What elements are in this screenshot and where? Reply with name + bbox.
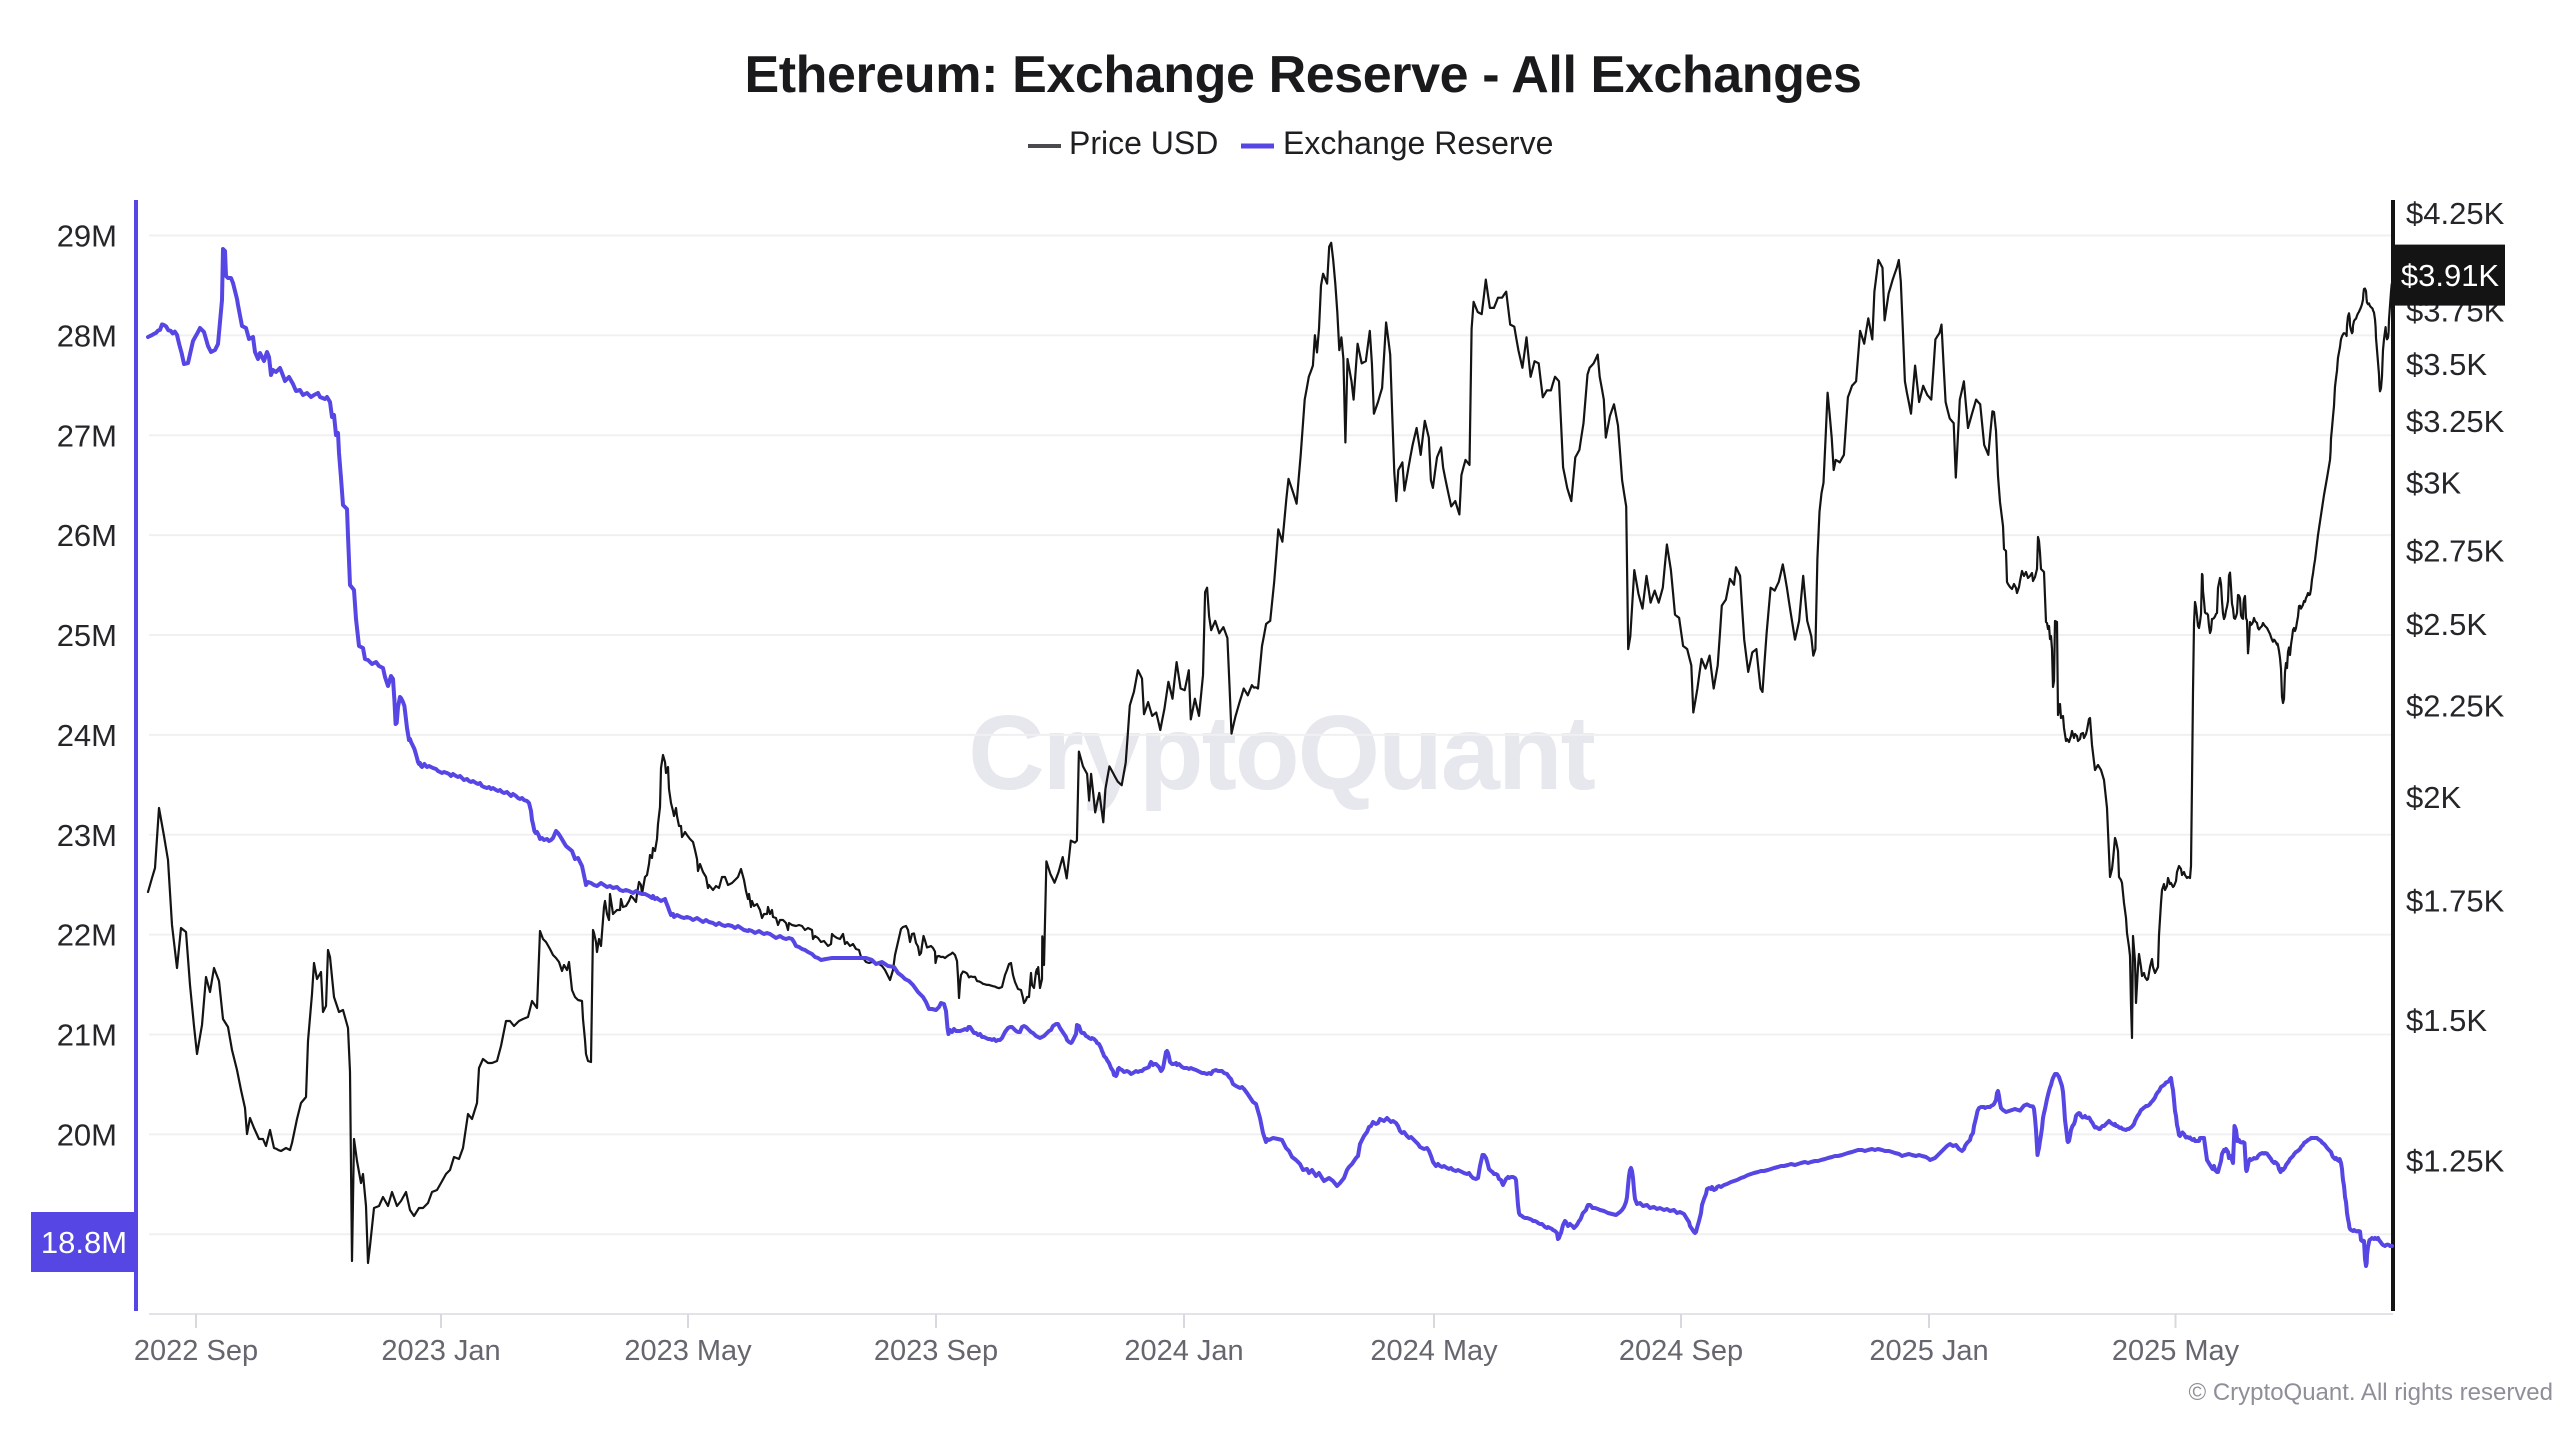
svg-text:18.8M: 18.8M: [41, 1225, 127, 1260]
svg-text:2025 May: 2025 May: [2112, 1335, 2240, 1367]
svg-text:21M: 21M: [57, 1018, 117, 1053]
svg-text:26M: 26M: [57, 518, 117, 553]
svg-text:$2.5K: $2.5K: [2406, 607, 2487, 642]
svg-text:2023 May: 2023 May: [624, 1335, 752, 1367]
svg-text:24M: 24M: [57, 718, 117, 753]
svg-text:$1.75K: $1.75K: [2406, 883, 2505, 918]
svg-text:20M: 20M: [57, 1117, 117, 1152]
svg-text:2024 May: 2024 May: [1370, 1335, 1498, 1367]
svg-text:2022 Sep: 2022 Sep: [134, 1335, 258, 1367]
svg-text:Price USD: Price USD: [1069, 125, 1218, 161]
svg-text:$4.25K: $4.25K: [2406, 196, 2505, 231]
svg-text:$3.25K: $3.25K: [2406, 404, 2505, 439]
svg-text:2024 Jan: 2024 Jan: [1124, 1335, 1243, 1367]
svg-text:CryptoQuant: CryptoQuant: [968, 694, 1594, 812]
svg-text:2023 Jan: 2023 Jan: [381, 1335, 500, 1367]
svg-text:27M: 27M: [57, 418, 117, 453]
svg-text:$1.5K: $1.5K: [2406, 1003, 2487, 1038]
svg-text:$2.25K: $2.25K: [2406, 689, 2505, 724]
svg-text:$3.5K: $3.5K: [2406, 347, 2487, 382]
svg-text:$1.25K: $1.25K: [2406, 1144, 2505, 1179]
svg-text:25M: 25M: [57, 618, 117, 653]
svg-text:Ethereum: Exchange Reserve - A: Ethereum: Exchange Reserve - All Exchang…: [744, 46, 1861, 104]
svg-text:$3K: $3K: [2406, 466, 2461, 501]
svg-text:$3.91K: $3.91K: [2401, 258, 2500, 293]
svg-text:2025 Jan: 2025 Jan: [1869, 1335, 1988, 1367]
svg-text:Exchange Reserve: Exchange Reserve: [1283, 125, 1553, 161]
svg-text:22M: 22M: [57, 918, 117, 953]
svg-text:28M: 28M: [57, 318, 117, 353]
svg-text:2023 Sep: 2023 Sep: [874, 1335, 998, 1367]
svg-text:$2.75K: $2.75K: [2406, 533, 2505, 568]
svg-text:$2K: $2K: [2406, 780, 2461, 815]
svg-text:2024 Sep: 2024 Sep: [1619, 1335, 1743, 1367]
svg-text:© CryptoQuant. All rights rese: © CryptoQuant. All rights reserved: [2189, 1379, 2554, 1406]
svg-text:23M: 23M: [57, 818, 117, 853]
svg-text:29M: 29M: [57, 219, 117, 254]
